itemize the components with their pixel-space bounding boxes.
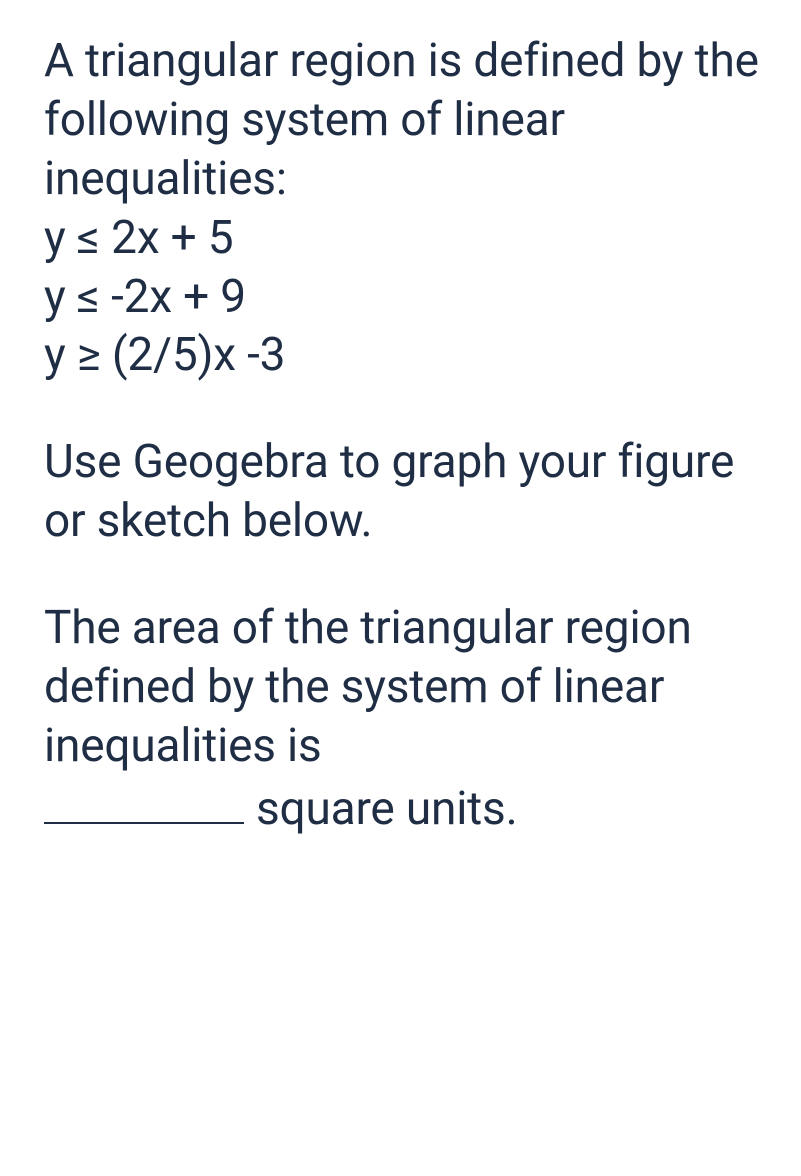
intro-paragraph: A triangular region is defined by the fo… [44,32,761,385]
answer-text-after-blank: square units. [256,782,518,836]
problem-text: A triangular region is defined by the fo… [0,0,801,871]
intro-text: A triangular region is defined by the fo… [44,34,759,206]
inequality-2: y ≤ -2x + 9 [44,268,761,327]
instruction-paragraph: Use Geogebra to graph your figure or ske… [44,433,761,551]
answer-text-before-blank: The area of the triangular region define… [44,601,692,773]
inequality-1: y ≤ 2x + 5 [44,209,761,268]
answer-blank[interactable] [44,776,244,824]
answer-paragraph: The area of the triangular region define… [44,599,761,839]
inequality-3: y ≥ (2/5)x -3 [44,326,761,385]
